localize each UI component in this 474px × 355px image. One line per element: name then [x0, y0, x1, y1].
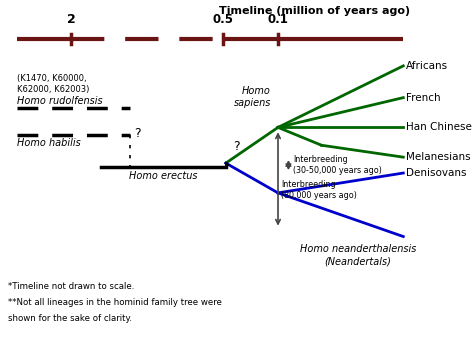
Text: Homo rudolfensis: Homo rudolfensis — [17, 95, 103, 105]
Text: French: French — [406, 93, 440, 103]
Text: Interbreeding
(30-50,000 years ago): Interbreeding (30-50,000 years ago) — [293, 155, 382, 175]
Text: Timeline (million of years ago): Timeline (million of years ago) — [219, 6, 410, 16]
Text: 0.1: 0.1 — [267, 13, 289, 26]
Text: 2: 2 — [67, 13, 75, 26]
Text: ?: ? — [233, 140, 239, 153]
Text: Homo neanderthalensis
(Neandertals): Homo neanderthalensis (Neandertals) — [300, 245, 416, 266]
Text: 0.5: 0.5 — [213, 13, 234, 26]
Text: Interbreeding
(80,000 years ago): Interbreeding (80,000 years ago) — [282, 180, 357, 200]
Text: Melanesians: Melanesians — [406, 152, 471, 162]
Text: **Not all lineages in the hominid family tree were: **Not all lineages in the hominid family… — [9, 298, 222, 307]
Text: Han Chinese: Han Chinese — [406, 122, 472, 132]
Text: Homo erectus: Homo erectus — [129, 171, 198, 181]
Text: (K1470, K60000,
K62000, K62003): (K1470, K60000, K62000, K62003) — [17, 74, 90, 94]
Text: ?: ? — [134, 127, 140, 140]
Text: shown for the sake of clarity.: shown for the sake of clarity. — [9, 314, 132, 323]
Text: Homo
sapiens: Homo sapiens — [234, 86, 271, 108]
Text: Africans: Africans — [406, 61, 448, 71]
Text: Homo habilis: Homo habilis — [17, 138, 81, 148]
Text: Denisovans: Denisovans — [406, 168, 466, 178]
Text: *Timeline not drawn to scale.: *Timeline not drawn to scale. — [9, 282, 135, 291]
